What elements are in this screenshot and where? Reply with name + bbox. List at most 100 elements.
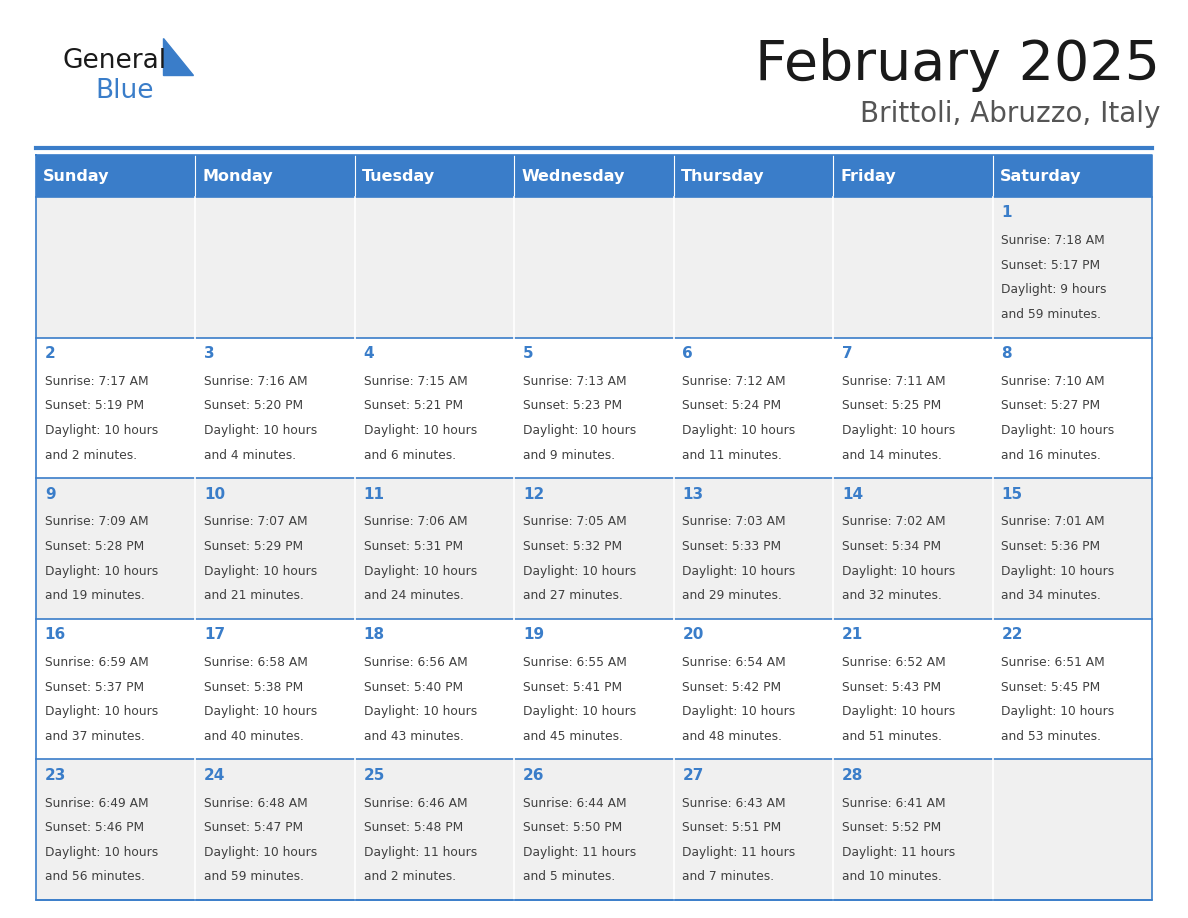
Text: 26: 26	[523, 767, 544, 783]
Text: 19: 19	[523, 627, 544, 643]
Text: Daylight: 10 hours: Daylight: 10 hours	[1001, 424, 1114, 437]
Text: and 24 minutes.: and 24 minutes.	[364, 589, 463, 602]
Text: and 16 minutes.: and 16 minutes.	[1001, 449, 1101, 462]
Text: Daylight: 10 hours: Daylight: 10 hours	[842, 424, 955, 437]
Text: 11: 11	[364, 487, 385, 501]
Text: and 27 minutes.: and 27 minutes.	[523, 589, 623, 602]
Text: Sunset: 5:32 PM: Sunset: 5:32 PM	[523, 540, 623, 553]
Bar	[36, 759, 1152, 900]
Text: Sunset: 5:17 PM: Sunset: 5:17 PM	[1001, 259, 1100, 272]
Text: Daylight: 11 hours: Daylight: 11 hours	[523, 845, 637, 859]
Text: Daylight: 10 hours: Daylight: 10 hours	[842, 565, 955, 577]
Text: Sunrise: 7:01 AM: Sunrise: 7:01 AM	[1001, 516, 1105, 529]
Text: 10: 10	[204, 487, 226, 501]
Text: Sunrise: 6:46 AM: Sunrise: 6:46 AM	[364, 797, 467, 810]
Text: Sunrise: 6:51 AM: Sunrise: 6:51 AM	[1001, 656, 1105, 669]
Text: 28: 28	[842, 767, 864, 783]
Text: and 10 minutes.: and 10 minutes.	[842, 870, 942, 883]
Text: Daylight: 11 hours: Daylight: 11 hours	[842, 845, 955, 859]
Text: Daylight: 10 hours: Daylight: 10 hours	[204, 424, 317, 437]
Text: and 29 minutes.: and 29 minutes.	[682, 589, 783, 602]
Text: 3: 3	[204, 346, 215, 361]
Text: Sunset: 5:52 PM: Sunset: 5:52 PM	[842, 822, 941, 834]
Text: and 7 minutes.: and 7 minutes.	[682, 870, 775, 883]
Text: February 2025: February 2025	[756, 38, 1159, 92]
Text: Sunset: 5:34 PM: Sunset: 5:34 PM	[842, 540, 941, 553]
Text: Daylight: 11 hours: Daylight: 11 hours	[364, 845, 476, 859]
Text: Sunset: 5:28 PM: Sunset: 5:28 PM	[45, 540, 144, 553]
Text: Friday: Friday	[840, 169, 896, 184]
Text: Sunrise: 7:07 AM: Sunrise: 7:07 AM	[204, 516, 308, 529]
Text: Daylight: 10 hours: Daylight: 10 hours	[523, 565, 637, 577]
Text: and 56 minutes.: and 56 minutes.	[45, 870, 145, 883]
Text: Sunrise: 6:56 AM: Sunrise: 6:56 AM	[364, 656, 467, 669]
Text: Sunset: 5:40 PM: Sunset: 5:40 PM	[364, 680, 463, 694]
Text: Sunrise: 6:49 AM: Sunrise: 6:49 AM	[45, 797, 148, 810]
Text: Daylight: 10 hours: Daylight: 10 hours	[204, 845, 317, 859]
Text: Daylight: 10 hours: Daylight: 10 hours	[45, 424, 158, 437]
Text: Sunset: 5:50 PM: Sunset: 5:50 PM	[523, 822, 623, 834]
Text: Sunrise: 6:48 AM: Sunrise: 6:48 AM	[204, 797, 308, 810]
Text: Daylight: 10 hours: Daylight: 10 hours	[45, 565, 158, 577]
Text: 20: 20	[682, 627, 703, 643]
Text: and 48 minutes.: and 48 minutes.	[682, 730, 783, 743]
Text: Daylight: 10 hours: Daylight: 10 hours	[364, 705, 476, 718]
Text: and 21 minutes.: and 21 minutes.	[204, 589, 304, 602]
Text: Sunrise: 7:11 AM: Sunrise: 7:11 AM	[842, 375, 946, 388]
Text: Sunset: 5:21 PM: Sunset: 5:21 PM	[364, 399, 463, 412]
Text: 17: 17	[204, 627, 226, 643]
Text: Sunset: 5:25 PM: Sunset: 5:25 PM	[842, 399, 941, 412]
Text: Sunset: 5:29 PM: Sunset: 5:29 PM	[204, 540, 303, 553]
Text: and 5 minutes.: and 5 minutes.	[523, 870, 615, 883]
Text: Daylight: 10 hours: Daylight: 10 hours	[682, 565, 796, 577]
Text: Daylight: 10 hours: Daylight: 10 hours	[682, 424, 796, 437]
Text: Sunrise: 7:03 AM: Sunrise: 7:03 AM	[682, 516, 786, 529]
Text: Sunset: 5:31 PM: Sunset: 5:31 PM	[364, 540, 463, 553]
Text: 7: 7	[842, 346, 853, 361]
Text: 8: 8	[1001, 346, 1012, 361]
Text: Sunrise: 7:06 AM: Sunrise: 7:06 AM	[364, 516, 467, 529]
Text: 23: 23	[45, 767, 67, 783]
Text: Sunrise: 7:18 AM: Sunrise: 7:18 AM	[1001, 234, 1105, 247]
Text: Sunrise: 6:54 AM: Sunrise: 6:54 AM	[682, 656, 786, 669]
Bar	[36, 197, 1152, 338]
Text: and 14 minutes.: and 14 minutes.	[842, 449, 942, 462]
Text: Sunset: 5:47 PM: Sunset: 5:47 PM	[204, 822, 303, 834]
Text: and 34 minutes.: and 34 minutes.	[1001, 589, 1101, 602]
Text: General: General	[62, 48, 166, 74]
Text: Sunset: 5:42 PM: Sunset: 5:42 PM	[682, 680, 782, 694]
Text: Sunset: 5:46 PM: Sunset: 5:46 PM	[45, 822, 144, 834]
Text: and 45 minutes.: and 45 minutes.	[523, 730, 623, 743]
Text: Thursday: Thursday	[681, 169, 764, 184]
Text: and 19 minutes.: and 19 minutes.	[45, 589, 145, 602]
Text: Sunset: 5:51 PM: Sunset: 5:51 PM	[682, 822, 782, 834]
Text: Daylight: 10 hours: Daylight: 10 hours	[523, 424, 637, 437]
Text: Sunrise: 7:15 AM: Sunrise: 7:15 AM	[364, 375, 467, 388]
Text: and 53 minutes.: and 53 minutes.	[1001, 730, 1101, 743]
Polygon shape	[163, 38, 192, 75]
Text: Saturday: Saturday	[1000, 169, 1081, 184]
Text: 1: 1	[1001, 206, 1012, 220]
Bar	[36, 619, 1152, 759]
Text: Brittoli, Abruzzo, Italy: Brittoli, Abruzzo, Italy	[860, 100, 1159, 128]
Text: Sunrise: 6:55 AM: Sunrise: 6:55 AM	[523, 656, 627, 669]
Text: Sunrise: 7:09 AM: Sunrise: 7:09 AM	[45, 516, 148, 529]
Text: 12: 12	[523, 487, 544, 501]
Text: and 59 minutes.: and 59 minutes.	[204, 870, 304, 883]
Text: Sunset: 5:19 PM: Sunset: 5:19 PM	[45, 399, 144, 412]
Text: Sunrise: 6:58 AM: Sunrise: 6:58 AM	[204, 656, 308, 669]
Text: and 2 minutes.: and 2 minutes.	[45, 449, 137, 462]
Text: and 9 minutes.: and 9 minutes.	[523, 449, 615, 462]
Text: Daylight: 10 hours: Daylight: 10 hours	[364, 565, 476, 577]
Text: Daylight: 11 hours: Daylight: 11 hours	[682, 845, 796, 859]
Text: and 32 minutes.: and 32 minutes.	[842, 589, 942, 602]
Text: and 40 minutes.: and 40 minutes.	[204, 730, 304, 743]
Text: Sunset: 5:43 PM: Sunset: 5:43 PM	[842, 680, 941, 694]
Text: 21: 21	[842, 627, 864, 643]
Text: Sunrise: 7:12 AM: Sunrise: 7:12 AM	[682, 375, 786, 388]
Text: Daylight: 10 hours: Daylight: 10 hours	[682, 705, 796, 718]
Text: Sunrise: 6:52 AM: Sunrise: 6:52 AM	[842, 656, 946, 669]
Text: and 4 minutes.: and 4 minutes.	[204, 449, 296, 462]
Text: 9: 9	[45, 487, 56, 501]
Text: Daylight: 10 hours: Daylight: 10 hours	[45, 845, 158, 859]
